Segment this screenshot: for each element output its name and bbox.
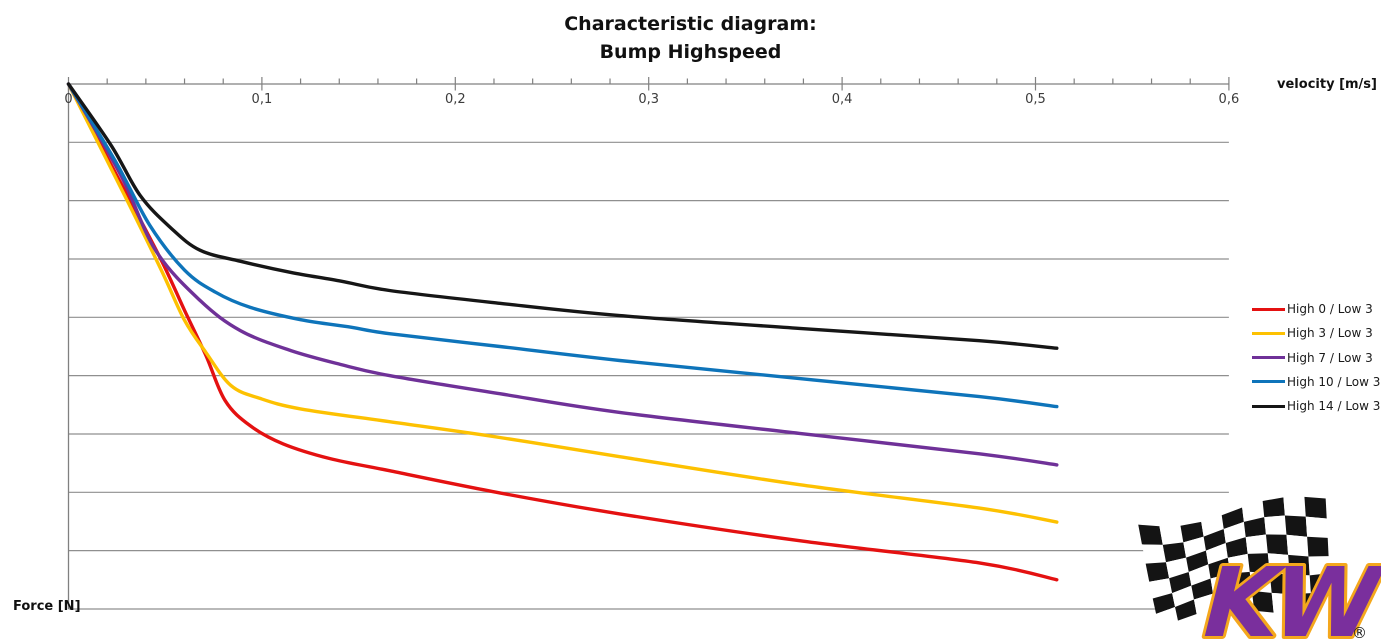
flag-cell-dark: [1304, 496, 1327, 519]
flag-cell-dark: [1262, 497, 1285, 518]
flag-cell-dark: [1186, 550, 1209, 572]
flag-cell-dark: [1152, 593, 1176, 614]
flag-cell-dark: [1265, 534, 1289, 555]
flag-cell-dark: [1180, 521, 1204, 543]
x-tick-label: 0,4: [831, 92, 853, 107]
data-series: [66, 82, 1059, 582]
flag-cell-light: [1283, 496, 1306, 517]
flag-cell-dark: [1175, 599, 1197, 621]
flag-cell-light: [1305, 516, 1328, 538]
flag-cell-light: [1166, 557, 1189, 579]
legend-swatch: [1252, 331, 1285, 335]
flag-cell-dark: [1138, 524, 1163, 545]
flag-cell-dark: [1221, 507, 1244, 530]
flag-cell-dark: [1243, 517, 1266, 538]
legend-item: High 10 / Low 3: [1252, 374, 1380, 390]
flag-cell-light: [1193, 593, 1216, 615]
flag-cell-dark: [1203, 529, 1226, 551]
legend-label: High 14 / Low 3: [1287, 399, 1381, 414]
flag-cell-light: [1232, 590, 1255, 611]
legend-swatch: [1252, 356, 1285, 360]
x-axis-title: velocity [m/s]: [1277, 77, 1377, 92]
legend-label: High 3 / Low 3: [1287, 326, 1373, 341]
flag-cell-light: [1308, 556, 1330, 576]
flag-cell-dark: [1230, 571, 1252, 591]
flag-cell-dark: [1225, 537, 1248, 558]
flag-cell-light: [1159, 525, 1184, 545]
flag-cell-dark: [1309, 573, 1331, 594]
x-tick-label: 0,6: [1218, 92, 1240, 107]
flag-cell-light: [1172, 585, 1194, 607]
flag-cell-dark: [1284, 515, 1308, 537]
series-curve: [66, 82, 1059, 524]
series-curve: [66, 82, 1059, 582]
flag-cell-light: [1264, 515, 1287, 535]
x-axis-ticks: [67, 77, 1230, 91]
legend-swatch: [1252, 404, 1285, 408]
flag-cell-light: [1242, 501, 1265, 522]
flag-cell-light: [1183, 536, 1206, 558]
flag-cell-light: [1267, 553, 1290, 575]
flag-cell-light: [1286, 534, 1309, 557]
legend-item: High 0 / Low 3: [1252, 301, 1373, 317]
flag-cell-dark: [1208, 557, 1231, 579]
x-tick-label: 0: [64, 92, 73, 107]
flag-cell-dark: [1191, 578, 1214, 600]
x-tick-label: 0,3: [638, 92, 660, 107]
legend-item: High 7 / Low 3: [1252, 350, 1373, 366]
logo-kw-text: KW: [1190, 547, 1381, 644]
chart-title-line1: Characteristic diagram:: [564, 13, 817, 35]
flag-cell-light: [1188, 564, 1211, 586]
flag-cell-light: [1223, 521, 1246, 544]
logo-registered-mark: ®: [1352, 624, 1367, 642]
flag-cell-dark: [1288, 554, 1310, 576]
logo-kw-wordmark: KW: [1187, 544, 1381, 644]
flag-cell-light: [1149, 578, 1173, 599]
flag-cell-dark: [1307, 536, 1329, 557]
legend-item: High 3 / Low 3: [1252, 325, 1373, 341]
legend-label: High 10 / Low 3: [1287, 374, 1381, 389]
y-axis-title: Force [N]: [13, 599, 81, 614]
flag-cell-light: [1271, 592, 1293, 613]
series-curve: [66, 82, 1059, 350]
flag-cell-dark: [1251, 590, 1274, 613]
flag-cell-dark: [1247, 553, 1270, 573]
flag-cell-dark: [1145, 562, 1170, 582]
legend-swatch: [1252, 307, 1285, 311]
flag-cell-light: [1227, 553, 1250, 574]
kw-logo: KW ®: [1138, 496, 1381, 644]
x-tick-label: 0,1: [251, 92, 273, 107]
legend-label: High 0 / Low 3: [1287, 302, 1373, 316]
series-curve: [66, 82, 1059, 467]
x-tick-label: 0,5: [1025, 92, 1046, 107]
chart-title: Characteristic diagram: Bump Highspeed: [0, 10, 1381, 66]
flag-cell-light: [1289, 574, 1311, 595]
flag-cell-light: [1245, 534, 1268, 554]
legend-swatch: [1252, 380, 1285, 384]
flag-cell-light: [1210, 573, 1233, 594]
flag-cell-dark: [1269, 572, 1292, 595]
checkered-flag-icon: [1138, 496, 1331, 629]
legend-label: High 7 / Low 3: [1287, 350, 1373, 365]
flag-cell-light: [1205, 543, 1228, 565]
gridlines: [68, 141, 1229, 610]
x-tick-label: 0,2: [444, 92, 466, 107]
flag-cell-light: [1310, 588, 1331, 610]
legend-item: High 14 / Low 3: [1252, 398, 1380, 414]
flag-cell-dark: [1162, 542, 1187, 563]
chart-title-line2: Bump Highspeed: [599, 41, 782, 63]
flag-cell-dark: [1169, 571, 1192, 594]
flag-cell-light: [1249, 571, 1272, 593]
flag-cell-light: [1201, 515, 1224, 537]
flag-cell-light: [1156, 606, 1178, 629]
flag-cell-dark: [1213, 590, 1235, 610]
flag-cell-dark: [1291, 593, 1312, 613]
flag-cell-light: [1141, 544, 1167, 564]
series-curve: [66, 82, 1059, 409]
